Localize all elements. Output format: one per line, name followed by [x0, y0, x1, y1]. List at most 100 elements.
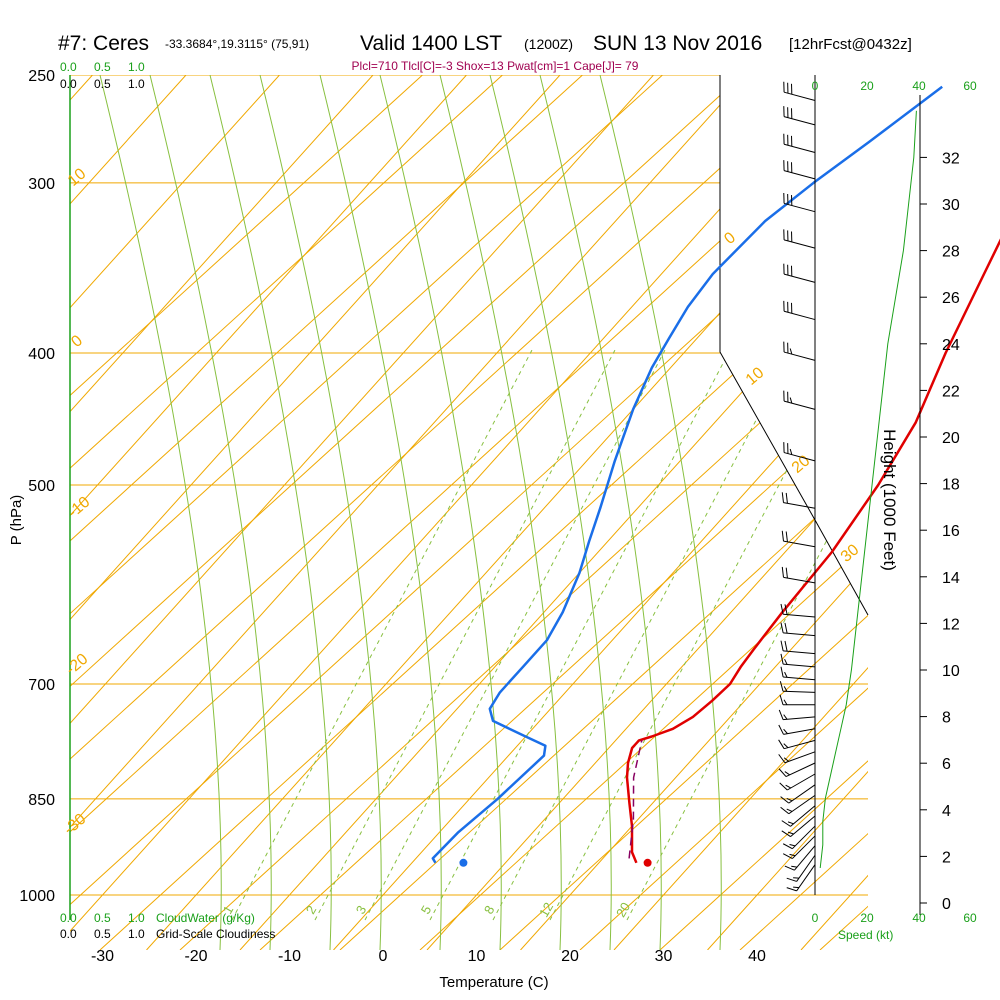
moist-adiabat-line — [99, 75, 222, 950]
wind-barb-feather — [783, 714, 788, 720]
isotherm-line — [70, 75, 467, 517]
pressure-tick-label: 700 — [28, 677, 55, 694]
wind-barb-feather — [785, 784, 791, 789]
mixing-ratio-label: 2 — [303, 903, 320, 917]
cloudiness-tick-top-1: 0.5 — [94, 77, 111, 91]
isotherm-line — [70, 75, 654, 725]
speed-axis-title: Speed (kt) — [838, 928, 893, 942]
wind-barb — [780, 666, 816, 681]
wind-barb-feather — [778, 724, 784, 735]
isotherm-label: -10 — [65, 494, 94, 522]
wind-barb-shaft — [783, 739, 816, 750]
skewt-plot — [70, 75, 1000, 950]
wind-barb — [784, 845, 816, 871]
isotherm-line — [239, 251, 868, 950]
wind-barb-feather — [786, 877, 797, 882]
wind-barb-shaft — [783, 676, 816, 681]
wind-barb — [778, 739, 816, 750]
wind-barb — [783, 442, 816, 462]
moist-adiabat-line — [379, 75, 502, 950]
height-tick-label: 6 — [942, 756, 951, 773]
wind-barb — [781, 566, 816, 584]
height-tick-label: 28 — [942, 244, 960, 261]
dry-adiabat-line — [70, 75, 503, 469]
wind-barb-feather — [780, 640, 784, 651]
isotherm-line — [70, 75, 280, 309]
temperature-tick-label: 30 — [655, 948, 673, 965]
isotherm-line — [70, 75, 841, 932]
mixing-ratio-line — [626, 461, 868, 921]
wind-barb-feather — [779, 694, 784, 705]
pressure-tick-label: 300 — [28, 176, 55, 193]
wind-barb-shaft — [783, 116, 816, 126]
wind-barb-feather — [784, 771, 790, 776]
x-axis-title: Temperature (C) — [439, 974, 548, 991]
wind-barb-feather — [789, 843, 796, 847]
wind-barb — [780, 640, 816, 655]
height-tick-label: 20 — [942, 430, 960, 447]
height-tick-label: 14 — [942, 570, 960, 587]
wind-barb-shaft — [783, 351, 816, 361]
wind-barb-feather — [778, 709, 784, 720]
speed-tick-2: 40 — [912, 911, 926, 925]
wind-barb-feather — [787, 821, 794, 825]
wind-barb-feather — [785, 531, 788, 542]
wind-barb-feather — [783, 728, 788, 734]
cloudwater-tick-2: 1.0 — [128, 911, 145, 925]
wind-barb — [780, 794, 816, 815]
mixing-ratio-label: 3 — [353, 903, 370, 917]
height-tick-label: 4 — [942, 803, 951, 820]
wind-barb — [779, 681, 816, 693]
wind-barb-shaft — [794, 845, 816, 871]
isotherm-line — [70, 75, 187, 205]
wind-barb — [780, 603, 816, 618]
height-tick-label: 12 — [942, 616, 960, 633]
wind-barb-feather — [778, 768, 787, 777]
wind-speed-profile-line — [819, 110, 917, 869]
pressure-tick-label: 500 — [28, 478, 55, 495]
height-tick-label: 10 — [942, 663, 960, 680]
dry-adiabat-line — [70, 75, 823, 760]
wind-barb-shaft — [792, 825, 816, 850]
wind-barb-feather — [785, 567, 788, 579]
height-tick-label: 24 — [942, 337, 960, 354]
wind-barb-feather — [782, 843, 793, 850]
wind-barb-feather — [789, 853, 796, 857]
moist-adiabat-line — [599, 75, 722, 950]
height-tick-label: 2 — [942, 849, 951, 866]
wind-barb-feather — [781, 566, 784, 578]
dry-adiabat-line — [419, 542, 868, 950]
cloudiness-tick-0: 0.0 — [60, 927, 77, 941]
mixing-ratio-line — [492, 349, 794, 921]
speed-tick-top-3: 60 — [963, 79, 977, 93]
mixing-ratio-line — [231, 349, 533, 921]
cloudiness-tick-top-0: 0.0 — [60, 77, 77, 91]
cloudwater-tick-0: 0.0 — [60, 911, 77, 925]
y-axis-title: P (hPa) — [8, 495, 25, 546]
height-tick-label: 16 — [942, 523, 960, 540]
wind-barb — [778, 709, 816, 721]
wind-barb-shaft — [785, 762, 816, 777]
wind-barb — [783, 229, 816, 249]
mixing-ratio-line — [429, 349, 731, 921]
mixing-ratio-label: 5 — [418, 903, 435, 917]
wind-barb — [781, 492, 816, 509]
wind-barb-shaft — [790, 805, 816, 827]
wind-barb-feather — [780, 666, 784, 678]
wind-barb-shaft — [783, 728, 816, 735]
wind-barb-shaft — [783, 273, 816, 283]
pressure-tick-label: 850 — [28, 792, 55, 809]
height-tick-label: 18 — [942, 477, 960, 494]
wind-barb-feather — [787, 831, 794, 835]
wind-barb-shaft — [783, 540, 816, 548]
wind-barb — [782, 825, 816, 850]
wind-barb-shaft — [783, 716, 816, 721]
wind-barb — [778, 724, 816, 735]
wind-barb-feather — [785, 492, 788, 504]
dry-adiabat-line — [339, 469, 868, 950]
wind-barb-shaft — [783, 170, 816, 180]
dry-adiabat-line — [179, 323, 868, 950]
wind-barb — [786, 864, 816, 892]
